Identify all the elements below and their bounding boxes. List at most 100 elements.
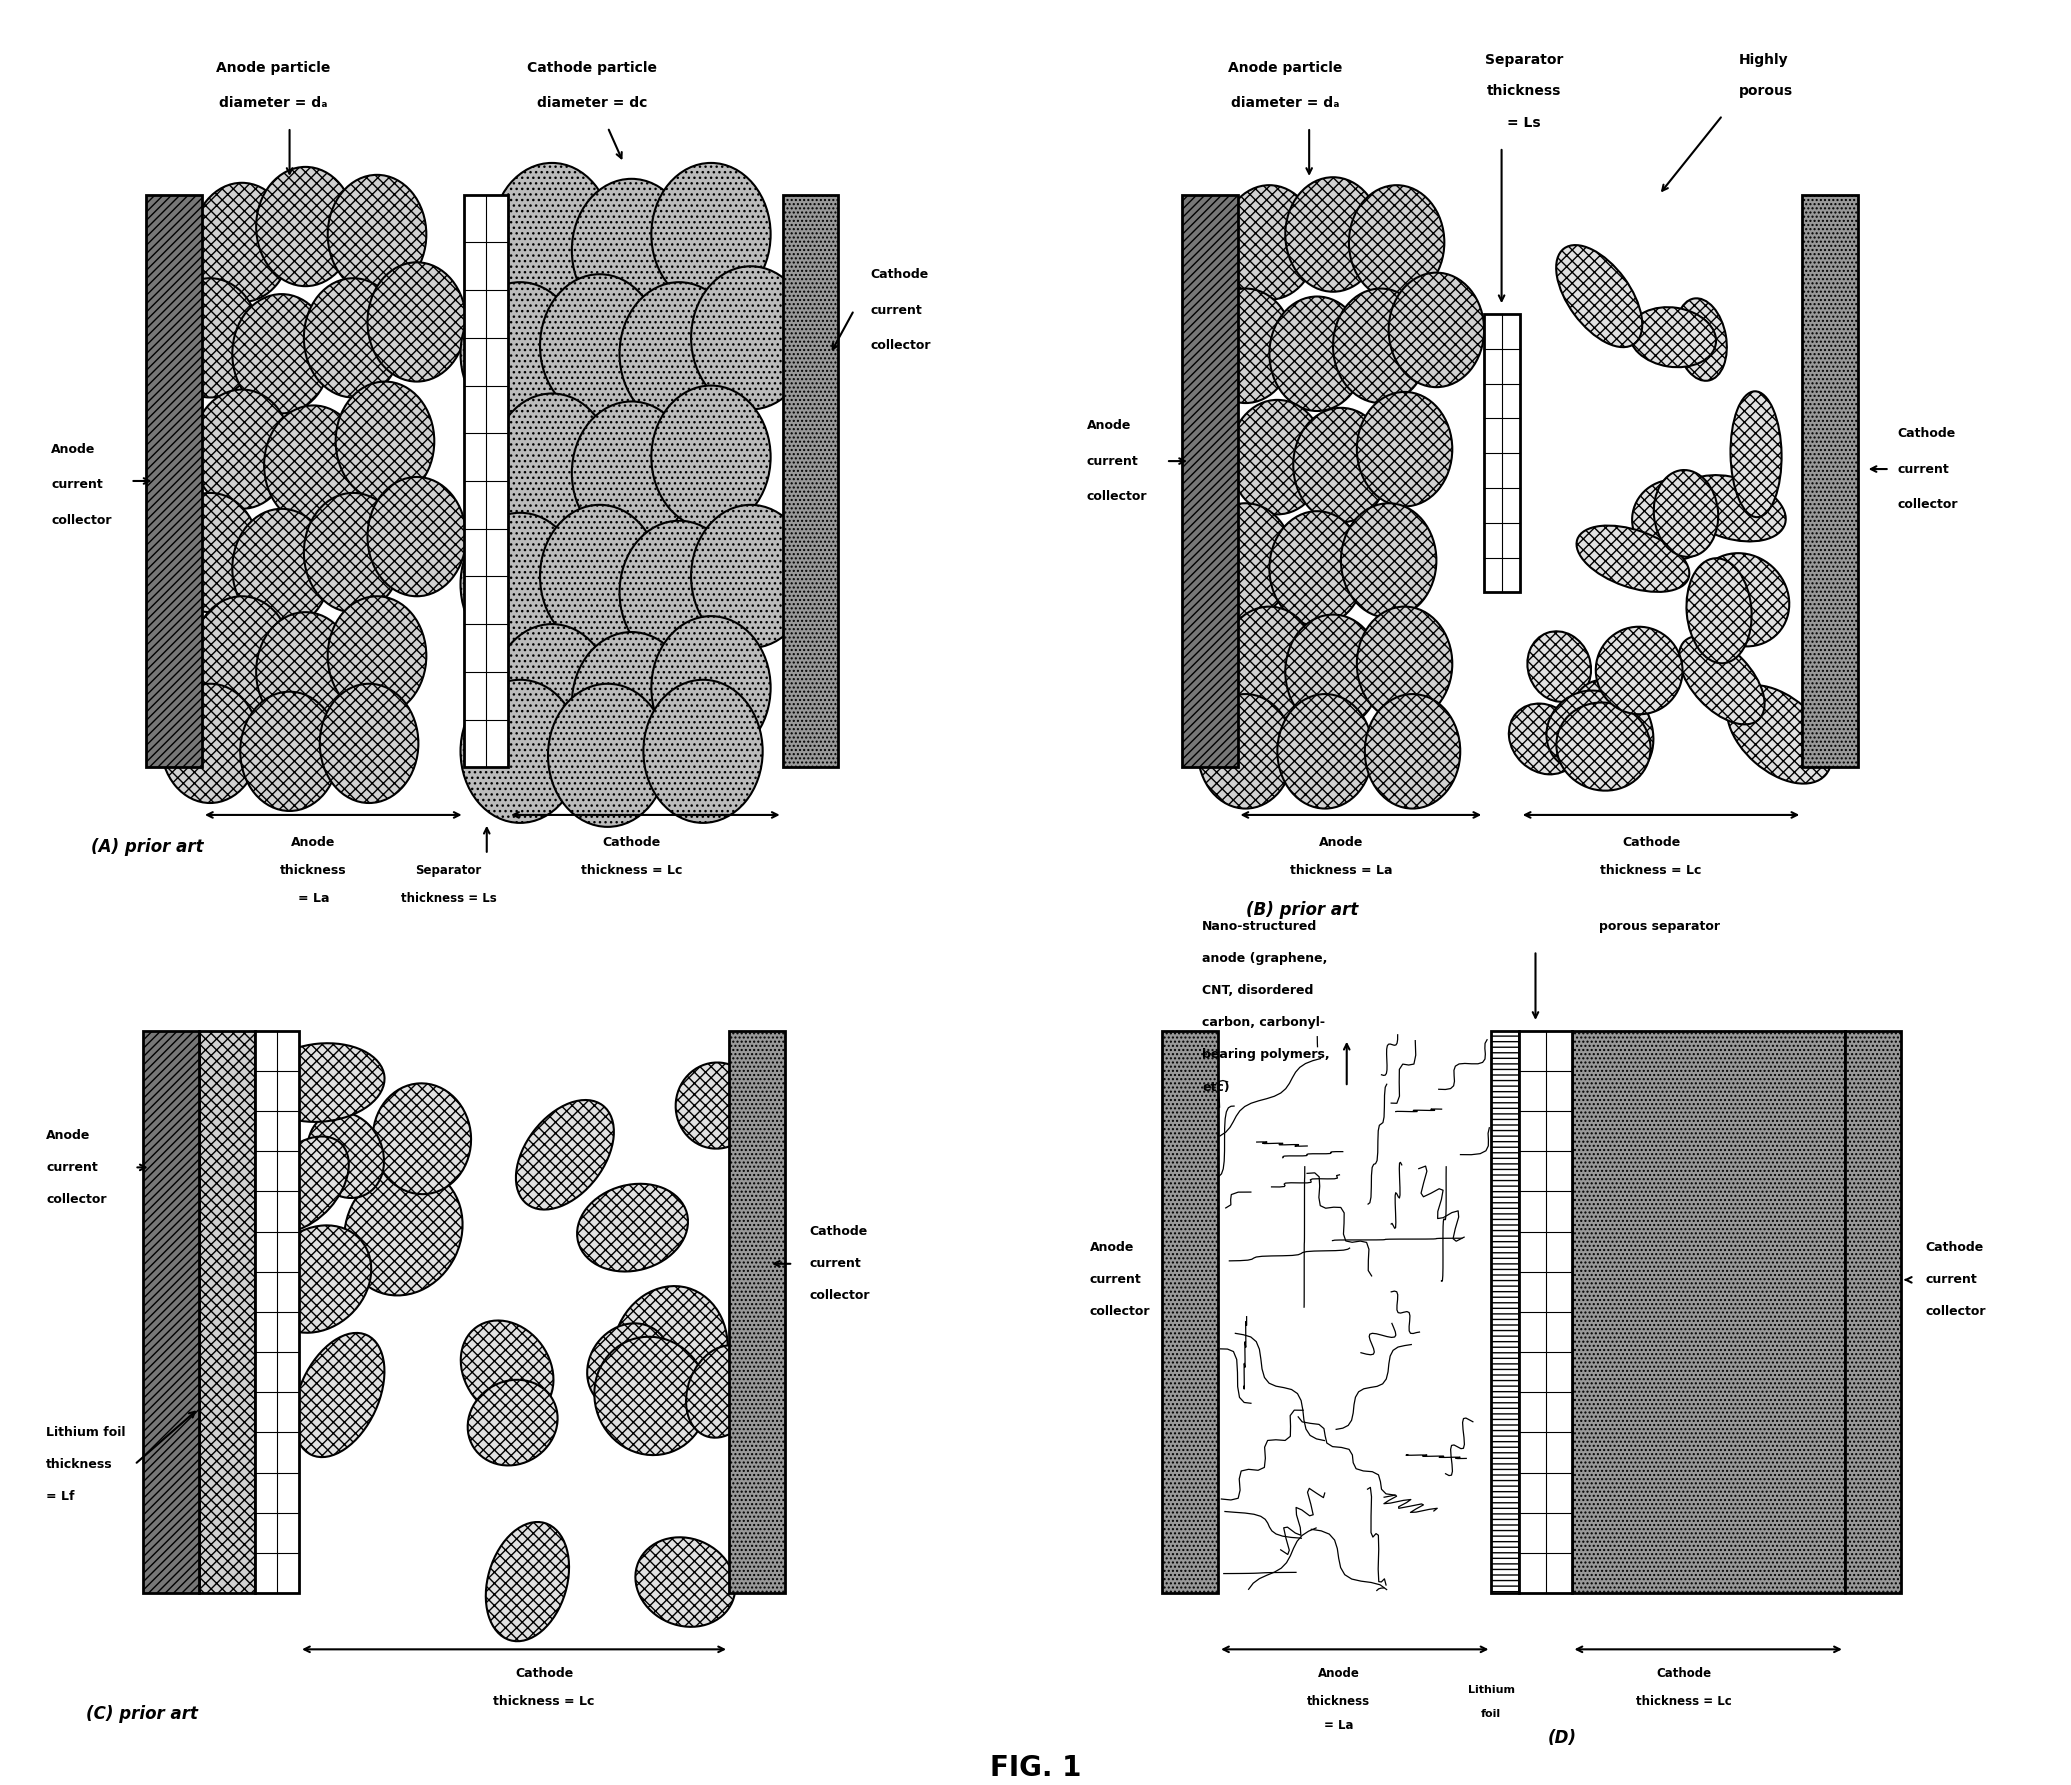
Ellipse shape [294,1333,385,1457]
Text: thickness: thickness [46,1458,112,1471]
Text: diameter = dₐ: diameter = dₐ [220,96,327,111]
Ellipse shape [257,166,354,286]
Ellipse shape [1680,635,1764,725]
Ellipse shape [1334,289,1429,403]
Ellipse shape [588,1323,671,1410]
Ellipse shape [1286,614,1381,728]
Ellipse shape [307,1112,383,1198]
Ellipse shape [572,402,692,544]
Ellipse shape [1270,296,1365,411]
Text: Cathode: Cathode [810,1225,868,1239]
Text: carbon, carbonyl-: carbon, carbonyl- [1201,1016,1325,1030]
Text: Separator: Separator [1485,52,1564,66]
Ellipse shape [1696,553,1789,646]
Text: Anode: Anode [1319,835,1363,850]
Ellipse shape [193,182,292,302]
Text: current: current [1926,1273,1978,1287]
Bar [1802,195,1858,768]
Ellipse shape [1222,186,1317,300]
Text: thickness: thickness [1307,1696,1371,1708]
Ellipse shape [257,1137,348,1232]
Ellipse shape [516,1100,613,1210]
Text: Anode: Anode [1089,1241,1135,1255]
Text: Cathode particle: Cathode particle [526,61,657,75]
Text: thickness = Lc: thickness = Lc [1636,1696,1731,1708]
Ellipse shape [468,1380,557,1465]
Text: (B) prior art: (B) prior art [1245,901,1359,919]
Ellipse shape [304,493,402,612]
Ellipse shape [344,1167,462,1296]
Ellipse shape [460,512,580,655]
Text: thickness = La: thickness = La [1290,864,1392,876]
Ellipse shape [1230,400,1325,514]
Text: collector: collector [1087,491,1147,503]
Ellipse shape [259,1042,385,1123]
Ellipse shape [541,275,659,418]
Ellipse shape [613,1285,727,1417]
Text: Highly: Highly [1738,52,1787,66]
Text: collector: collector [1089,1305,1149,1319]
Bar [1520,1030,1572,1592]
Text: Cathode: Cathode [1897,427,1955,439]
Text: current: current [46,1160,97,1175]
Ellipse shape [1292,407,1390,523]
Text: (D): (D) [1547,1728,1576,1748]
Bar [1162,1030,1218,1592]
Ellipse shape [1576,525,1690,593]
Ellipse shape [265,405,362,525]
Text: current: current [810,1257,862,1271]
Ellipse shape [1357,393,1452,507]
Ellipse shape [367,477,466,596]
Text: Lithium foil: Lithium foil [46,1426,126,1439]
Text: Anode: Anode [46,1128,91,1142]
Text: CNT, disordered: CNT, disordered [1201,984,1313,998]
Ellipse shape [327,596,427,716]
Text: collector: collector [52,514,112,527]
Text: current: current [1087,455,1139,468]
Text: Anode particle: Anode particle [217,61,331,75]
Text: thickness = Lc: thickness = Lc [1601,864,1702,876]
Text: = La: = La [1323,1719,1354,1731]
Ellipse shape [1365,694,1460,809]
Ellipse shape [636,1537,735,1626]
Text: Lithium: Lithium [1468,1685,1514,1694]
Text: Anode: Anode [1317,1667,1361,1680]
Ellipse shape [193,389,292,509]
Ellipse shape [1555,245,1642,346]
Text: Cathode: Cathode [1657,1667,1711,1680]
Text: Anode: Anode [292,835,336,850]
Ellipse shape [1270,511,1365,627]
Text: bearing polymers,: bearing polymers, [1201,1048,1330,1062]
Text: porous: porous [1738,84,1793,98]
Ellipse shape [493,625,611,768]
Ellipse shape [162,278,259,398]
Text: thickness = Ls: thickness = Ls [400,892,497,905]
Ellipse shape [578,1183,688,1271]
Ellipse shape [193,596,292,716]
Text: Separator: Separator [416,864,483,876]
Ellipse shape [652,616,770,759]
Text: collector: collector [46,1192,106,1207]
Text: collector: collector [1926,1305,1986,1319]
Ellipse shape [652,386,770,528]
Ellipse shape [1675,298,1727,380]
Ellipse shape [1655,469,1719,557]
Text: current: current [1089,1273,1141,1287]
Bar [1572,1030,1845,1592]
Text: diameter = dₐ: diameter = dₐ [1230,96,1340,111]
Ellipse shape [1222,607,1317,721]
Ellipse shape [619,521,739,664]
Ellipse shape [1197,694,1292,809]
Ellipse shape [1632,480,1715,560]
Ellipse shape [644,680,762,823]
Ellipse shape [594,1337,708,1455]
Ellipse shape [232,295,331,414]
Text: (C) prior art: (C) prior art [87,1705,199,1723]
Ellipse shape [1348,186,1443,300]
Ellipse shape [1357,607,1452,721]
Ellipse shape [1727,685,1831,784]
Ellipse shape [1557,703,1651,791]
Text: collector: collector [870,339,930,352]
Ellipse shape [1526,632,1591,702]
Bar [783,195,839,768]
